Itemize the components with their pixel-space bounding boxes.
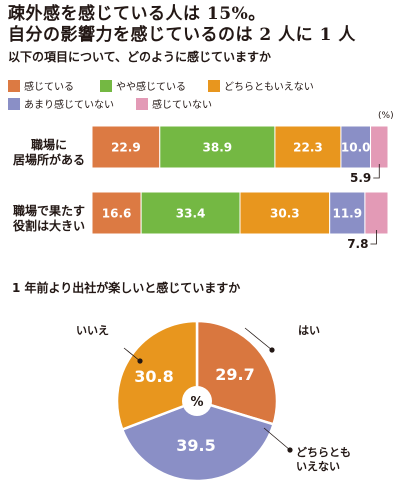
pie-value-1: 29.7 — [215, 365, 254, 384]
bar-seg-r1-s1 — [91, 125, 161, 169]
legend-swatch-1 — [8, 79, 20, 92]
bar-value-r2-s3: 30.3 — [270, 207, 300, 221]
bar-value-r1-s3: 22.3 — [293, 141, 323, 155]
legend-label-4: あまり感じていない — [24, 100, 114, 111]
row-label-1-line1: 職場に — [30, 138, 67, 152]
pie-label-1: はい — [298, 324, 320, 337]
pie-label-3: いいえ — [76, 324, 109, 337]
pie-callout-dot-2 — [287, 447, 293, 453]
legend-label-3: どちらともいえない — [224, 82, 314, 93]
unit-label: (%) — [378, 111, 394, 121]
row-label-1-line2: 居場所がある — [12, 153, 85, 167]
bar-seg-r2-s2 — [140, 191, 241, 235]
pie-center-hole — [182, 386, 212, 416]
bar-seg-r2-s5 — [364, 191, 389, 235]
bar-callout-line-r1 — [373, 164, 380, 179]
bar-seg-r1-s2 — [159, 125, 276, 169]
bar-seg-r1-s5 — [370, 125, 389, 169]
legend-swatch-5 — [136, 97, 148, 110]
legend-swatch-2 — [100, 79, 112, 92]
headline-line1: 疎外感を感じている人は 15%。 — [8, 4, 266, 24]
pie-chart: 29.7 はい 39.5 どちらともいえない 30.8 いいえ% — [76, 319, 351, 483]
pie-value-3: 30.8 — [134, 367, 173, 386]
row-label-2: 職場で果たす 役割は大きい — [8, 204, 90, 234]
pie-chart-title: 1 年前より出社が楽しいと感じていますか — [12, 281, 241, 295]
row-label-1: 職場に 居場所がある — [8, 138, 90, 168]
bar-value-r1-s1: 22.9 — [111, 141, 141, 155]
stacked-bar-chart: 22.9 38.9 22.3 10.0 5.9 16.6 33.4 30.3 11.9 7.8 — [91, 125, 389, 251]
pie-slice-1 — [195, 319, 279, 426]
row-label-2-line2: 役割は大きい — [12, 219, 85, 233]
bar-callout-line-r2 — [370, 230, 377, 245]
pie-callout-line-3 — [123, 347, 141, 362]
pie-slice-3 — [115, 319, 199, 432]
bar-chart-title: 以下の項目について、どのように感じていますか — [8, 50, 272, 64]
bar-value-r1-s5: 5.9 — [350, 171, 371, 185]
pie-value-2: 39.5 — [176, 436, 215, 455]
pie-callout-line-1 — [244, 327, 273, 351]
pie-callout-dot-3 — [137, 358, 143, 364]
bar-value-r2-s2: 33.4 — [176, 207, 206, 221]
legend-item-4: あまり感じていない — [8, 96, 114, 111]
legend-swatch-4 — [8, 97, 20, 110]
bar-value-r2-s1: 16.6 — [102, 207, 132, 221]
legend-label-5: 感じていない — [152, 100, 212, 111]
legend-item-1: 感じている — [8, 78, 74, 93]
pie-slice-2 — [120, 399, 276, 483]
bar-value-r1-s4: 10.0 — [341, 141, 371, 155]
pie-label-2-line2: いえない — [296, 460, 340, 473]
headline: 疎外感を感じている人は 15%。 自分の影響力を感じているのは 2 人に 1 人 — [8, 4, 356, 46]
legend-item-3: どちらともいえない — [208, 78, 314, 93]
pie-center-label: % — [190, 395, 203, 410]
legend-label-2: やや感じている — [116, 82, 186, 93]
legend-item-5: 感じていない — [136, 96, 212, 111]
bar-seg-r1-s3 — [274, 125, 342, 169]
row-label-2-line1: 職場で果たす — [12, 204, 85, 218]
bar-value-r2-s5: 7.8 — [347, 237, 368, 251]
legend-label-1: 感じている — [24, 82, 74, 93]
pie-callout-dot-1 — [269, 347, 275, 353]
bar-seg-r2-s4 — [329, 191, 366, 235]
legend-item-2: やや感じている — [100, 78, 186, 93]
legend-swatch-3 — [208, 79, 220, 92]
pie-callout-line-2 — [263, 427, 291, 451]
pie-label-2-line1: どちらとも — [296, 446, 351, 459]
headline-line2: 自分の影響力を感じているのは 2 人に 1 人 — [8, 25, 356, 45]
bar-value-r2-s4: 11.9 — [332, 207, 362, 221]
bar-value-r1-s2: 38.9 — [203, 141, 233, 155]
